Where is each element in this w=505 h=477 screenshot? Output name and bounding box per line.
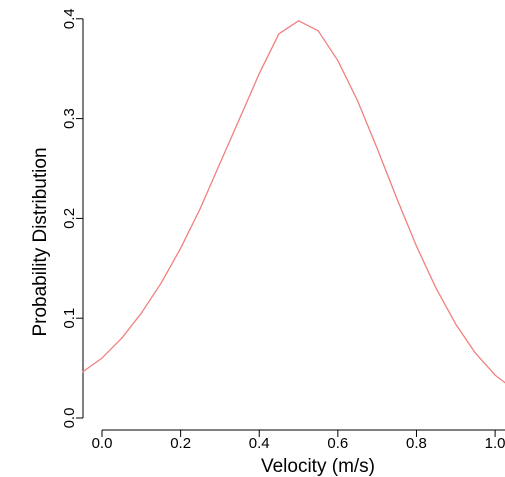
y-tick-label: 0.2 bbox=[61, 208, 78, 229]
x-axis-title: Velocity (m/s) bbox=[261, 456, 375, 477]
y-tick-label: 0.0 bbox=[61, 408, 78, 429]
y-ticks: 0.0 0.1 0.2 0.3 0.4 bbox=[61, 8, 83, 428]
x-tick-label: 0.6 bbox=[327, 435, 348, 452]
axes bbox=[82, 18, 505, 431]
x-tick-label: 1.0 bbox=[485, 435, 505, 452]
x-tick-label: 0.4 bbox=[249, 435, 270, 452]
series-line bbox=[81, 20, 505, 384]
x-tick-label: 0.2 bbox=[170, 435, 191, 452]
x-tick-label: 0.8 bbox=[406, 435, 427, 452]
y-axis-title: Probability Distribution bbox=[30, 147, 51, 336]
x-ticks: 0.00.20.40.60.81.01.2 bbox=[92, 430, 505, 452]
x-tick-label: 0.0 bbox=[92, 435, 113, 452]
y-tick-label: 0.4 bbox=[61, 8, 78, 29]
y-tick-label: 0.3 bbox=[61, 108, 78, 129]
y-tick-label: 0.1 bbox=[61, 308, 78, 329]
